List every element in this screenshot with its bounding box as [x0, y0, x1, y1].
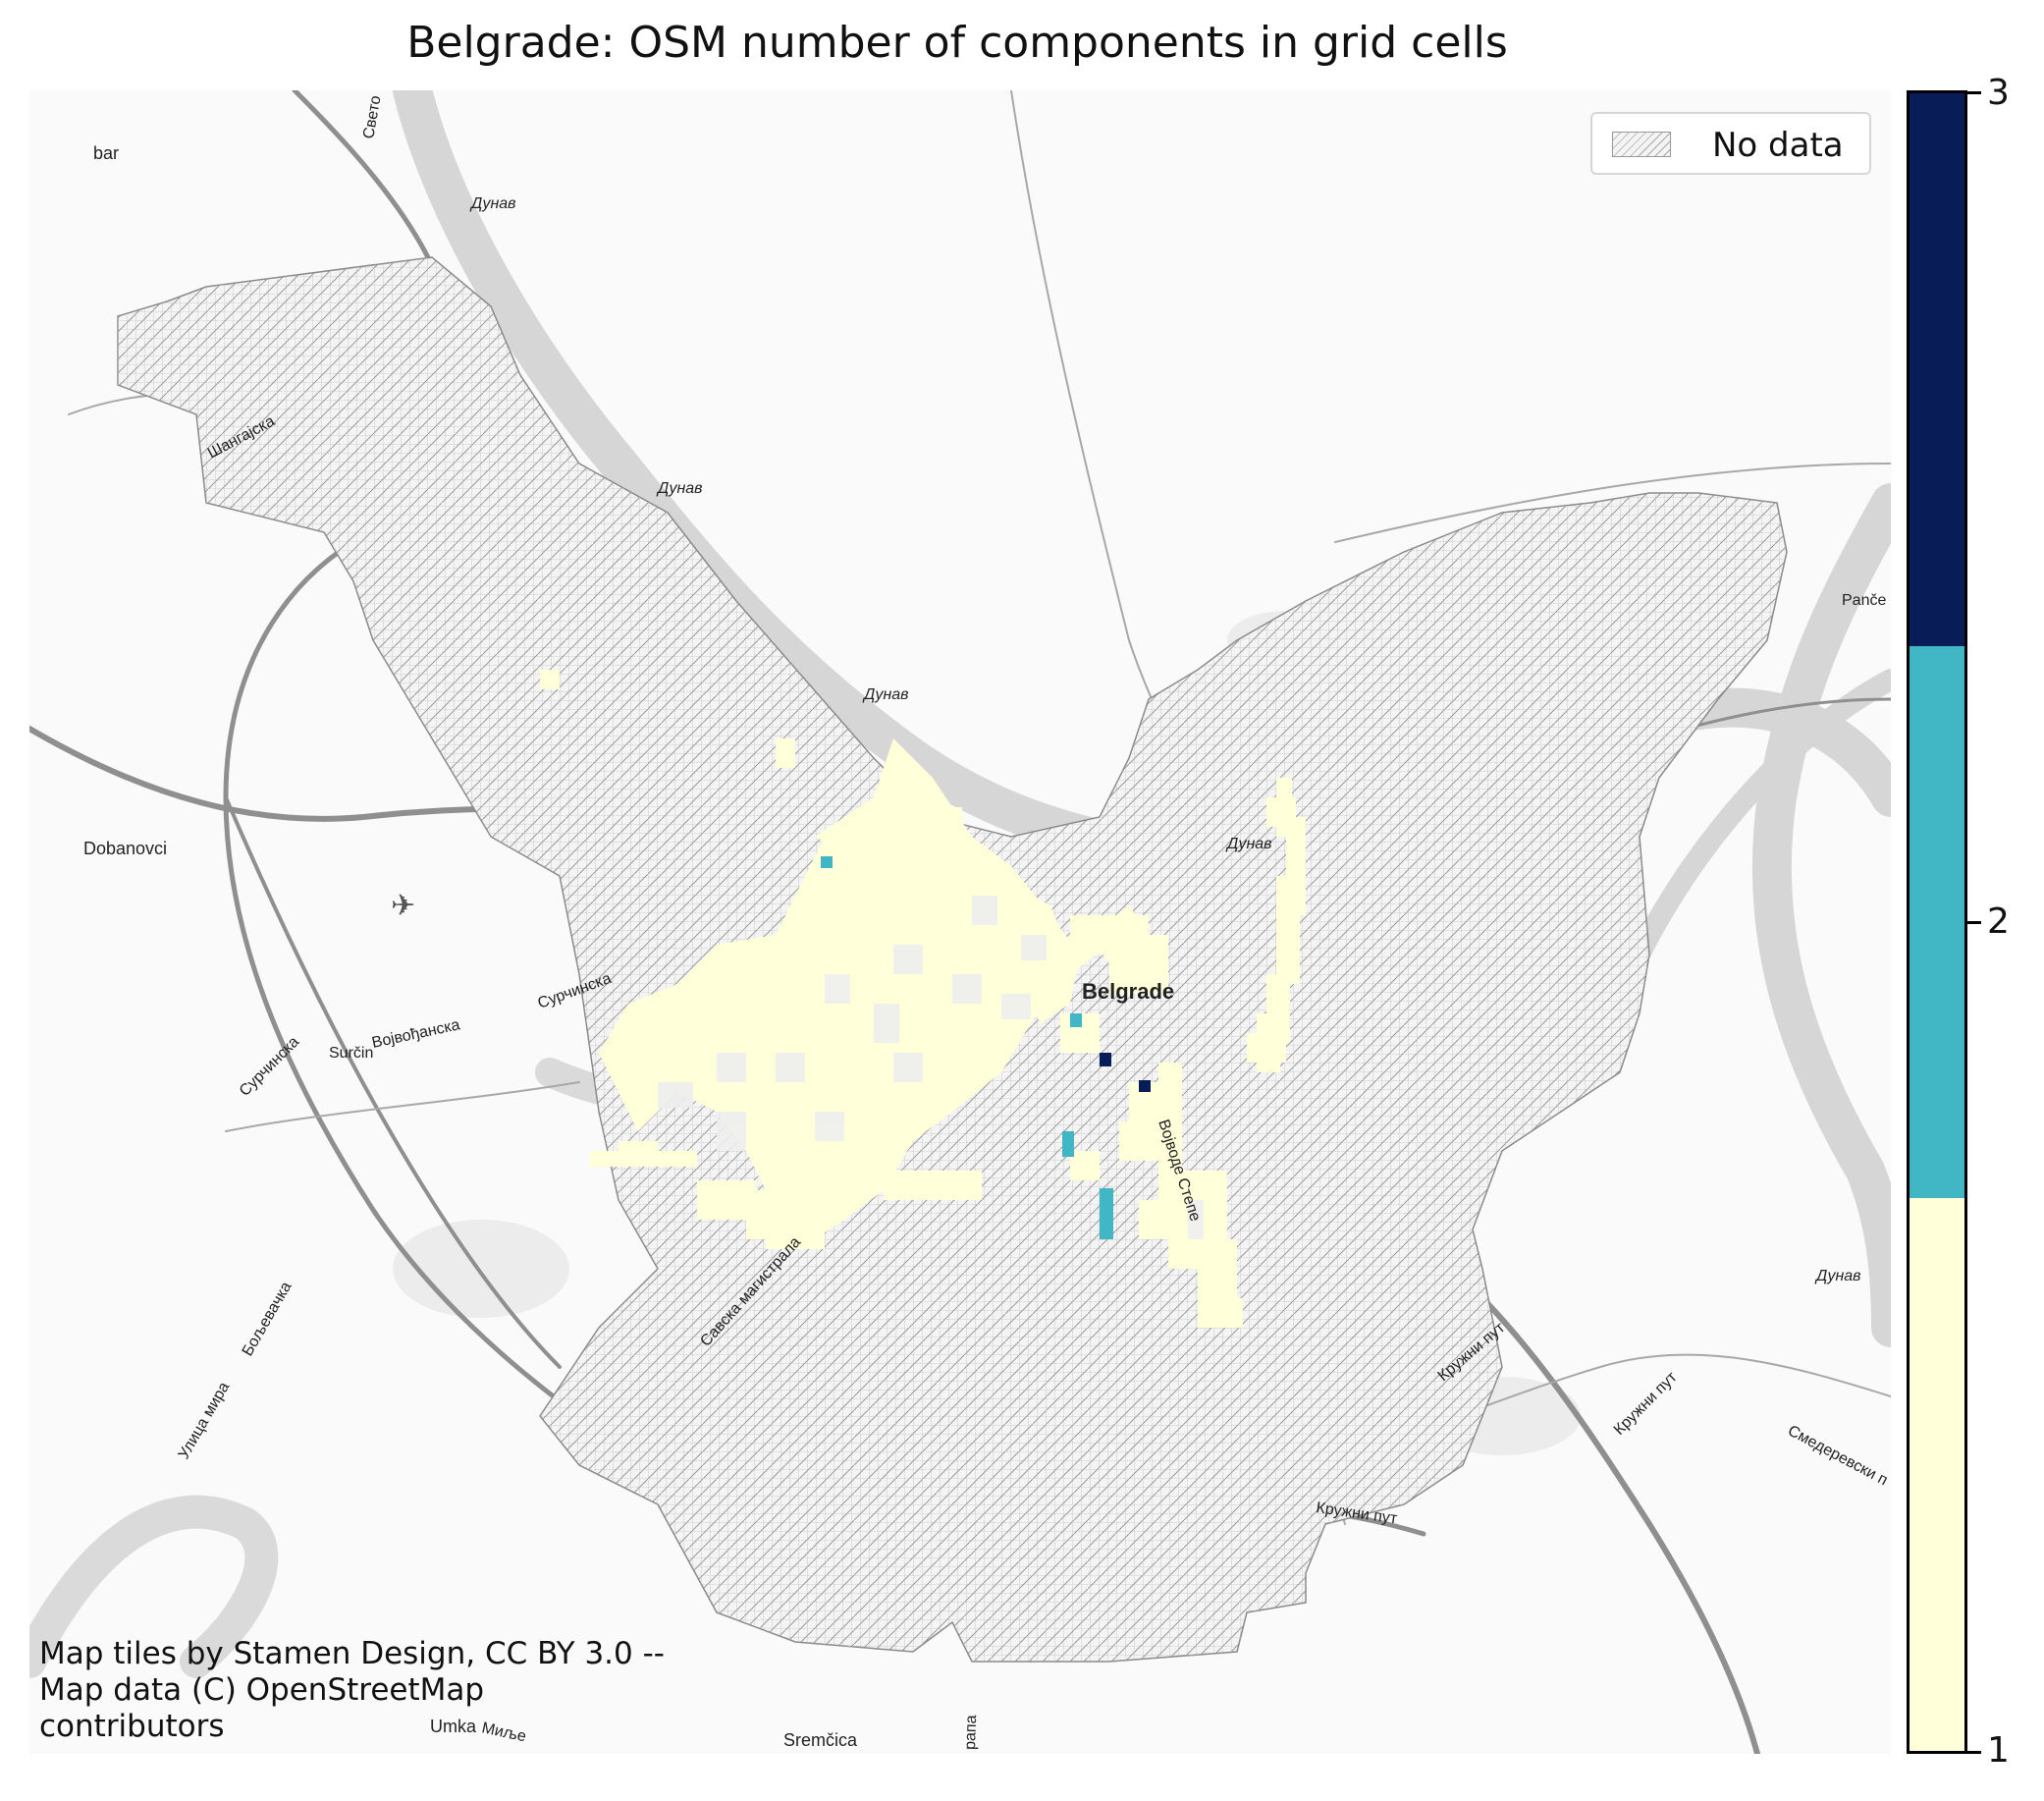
cells-value-1 [540, 670, 1306, 1328]
cells-value-3 [1100, 1053, 1151, 1092]
colorbar-label-2: 2 [1987, 901, 2010, 942]
label-dobanovci: Dobanovci [83, 839, 167, 858]
no-data-swatch [1612, 132, 1671, 157]
colorbar-label-1: 1 [1987, 1730, 2010, 1771]
label-umka: Umka [430, 1717, 477, 1736]
colorbar-segment-2 [1910, 645, 1964, 1199]
label-dunav-1: Дунав [469, 195, 516, 212]
label-rapa: рапа [962, 1715, 980, 1750]
label-dunav-4: Дунав [1225, 836, 1272, 852]
label-pance: Panče [1842, 592, 1886, 609]
colorbar-tick-2 [1967, 921, 1981, 924]
map-title: Belgrade: OSM number of components in gr… [406, 18, 1508, 68]
map-legend: No data [1590, 112, 1871, 175]
label-surcin: Surčin [329, 1045, 373, 1062]
attribution: Map tiles by Stamen Design, CC BY 3.0 --… [39, 1636, 665, 1744]
cell-gaps [658, 896, 1204, 1239]
label-dunav-3: Дунав [862, 686, 909, 703]
colorbar-tick-3 [1967, 91, 1981, 94]
map-area[interactable]: bar Свето Дунав Дунав Дунав Дунав Дунав … [29, 90, 1891, 1754]
label-bar: bar [93, 143, 119, 163]
cells-value-2 [821, 856, 1113, 1239]
colorbar-label-3: 3 [1987, 73, 2010, 113]
label-dunav-2: Дунав [656, 480, 703, 497]
legend-label: No data [1712, 126, 1844, 165]
colorbar-segment-3 [1910, 93, 1964, 646]
airport-icon: ✈ [391, 889, 415, 923]
label-sremcica: Sremčica [783, 1730, 858, 1750]
label-belgrade: Belgrade [1082, 979, 1174, 1004]
colorbar-segment-1 [1910, 1198, 1964, 1751]
label-dunav-5: Дунав [1814, 1268, 1861, 1284]
colorbar-tick-1 [1967, 1751, 1981, 1754]
colorbar [1907, 90, 1967, 1754]
